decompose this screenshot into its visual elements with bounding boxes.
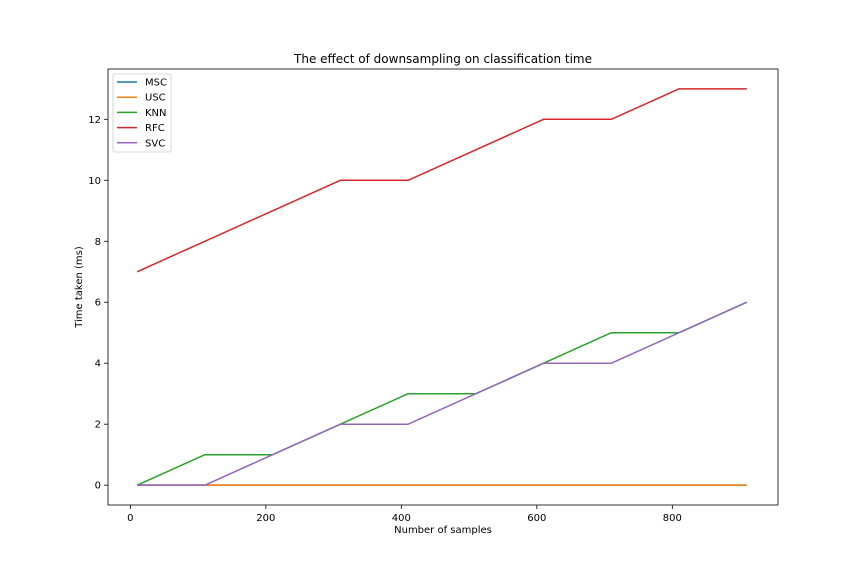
x-tick-label: 0 — [127, 513, 133, 524]
y-tick-label: 2 — [95, 420, 101, 431]
legend-label-rfc: RFC — [145, 123, 165, 134]
y-tick-label: 8 — [95, 237, 101, 248]
y-axis-label: Time taken (ms) — [74, 246, 85, 329]
y-tick-label: 6 — [95, 298, 101, 309]
legend-label-svc: SVC — [145, 138, 165, 149]
x-tick-label: 400 — [392, 513, 411, 524]
y-tick-label: 0 — [95, 481, 101, 492]
x-axis-label: Number of samples — [394, 525, 492, 536]
y-tick-label: 4 — [95, 359, 101, 370]
chart-title: The effect of downsampling on classifica… — [293, 52, 592, 66]
legend-box — [112, 73, 172, 153]
legend-label-knn: KNN — [145, 108, 167, 119]
y-ticks: 0 2 4 6 8 10 12 — [88, 115, 108, 492]
axes-border — [107, 68, 779, 506]
series-line-svc — [137, 301, 748, 486]
plot-area — [108, 69, 778, 505]
axes-frame — [107, 68, 779, 506]
legend-label-usc: USC — [145, 93, 166, 104]
series-line-rfc — [136, 88, 747, 273]
y-tick-label: 10 — [88, 176, 101, 187]
legend: MSC USC KNN RFC SVC — [112, 73, 172, 153]
series-line-knn — [136, 301, 748, 486]
legend-label-msc: MSC — [145, 78, 167, 89]
series-group — [136, 88, 748, 486]
y-tick-label: 12 — [88, 115, 101, 126]
x-ticks: 0 200 400 600 800 — [127, 505, 682, 524]
x-tick-label: 800 — [663, 513, 682, 524]
x-tick-label: 600 — [527, 513, 546, 524]
x-tick-label: 200 — [256, 513, 275, 524]
